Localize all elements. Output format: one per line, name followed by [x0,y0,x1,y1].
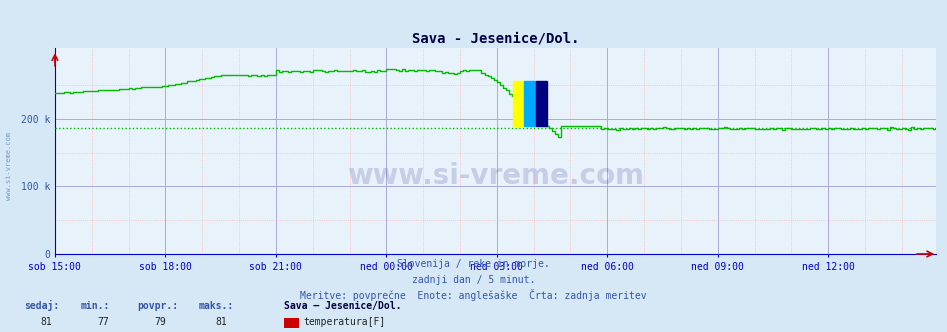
Text: povpr.:: povpr.: [137,301,178,311]
Text: Slovenija / reke in morje.: Slovenija / reke in morje. [397,259,550,269]
Text: 81: 81 [216,317,227,327]
Text: Meritve: povprečne  Enote: anglešaške  Črta: zadnja meritev: Meritve: povprečne Enote: anglešaške Črt… [300,289,647,301]
Text: zadnji dan / 5 minut.: zadnji dan / 5 minut. [412,275,535,285]
Bar [513,81,525,126]
Text: 81: 81 [41,317,52,327]
Text: min.:: min.: [80,301,110,311]
Bar [525,81,536,126]
Text: sedaj:: sedaj: [24,300,59,311]
Title: Sava - Jesenice/Dol.: Sava - Jesenice/Dol. [412,32,579,45]
Text: 77: 77 [98,317,109,327]
Text: maks.:: maks.: [199,301,234,311]
Text: temperatura[F]: temperatura[F] [303,317,385,327]
Text: 79: 79 [154,317,166,327]
Text: Sava – Jesenice/Dol.: Sava – Jesenice/Dol. [284,301,402,311]
Text: www.si-vreme.com: www.si-vreme.com [347,162,644,190]
Bar [536,81,547,126]
Text: www.si-vreme.com: www.si-vreme.com [7,132,12,200]
